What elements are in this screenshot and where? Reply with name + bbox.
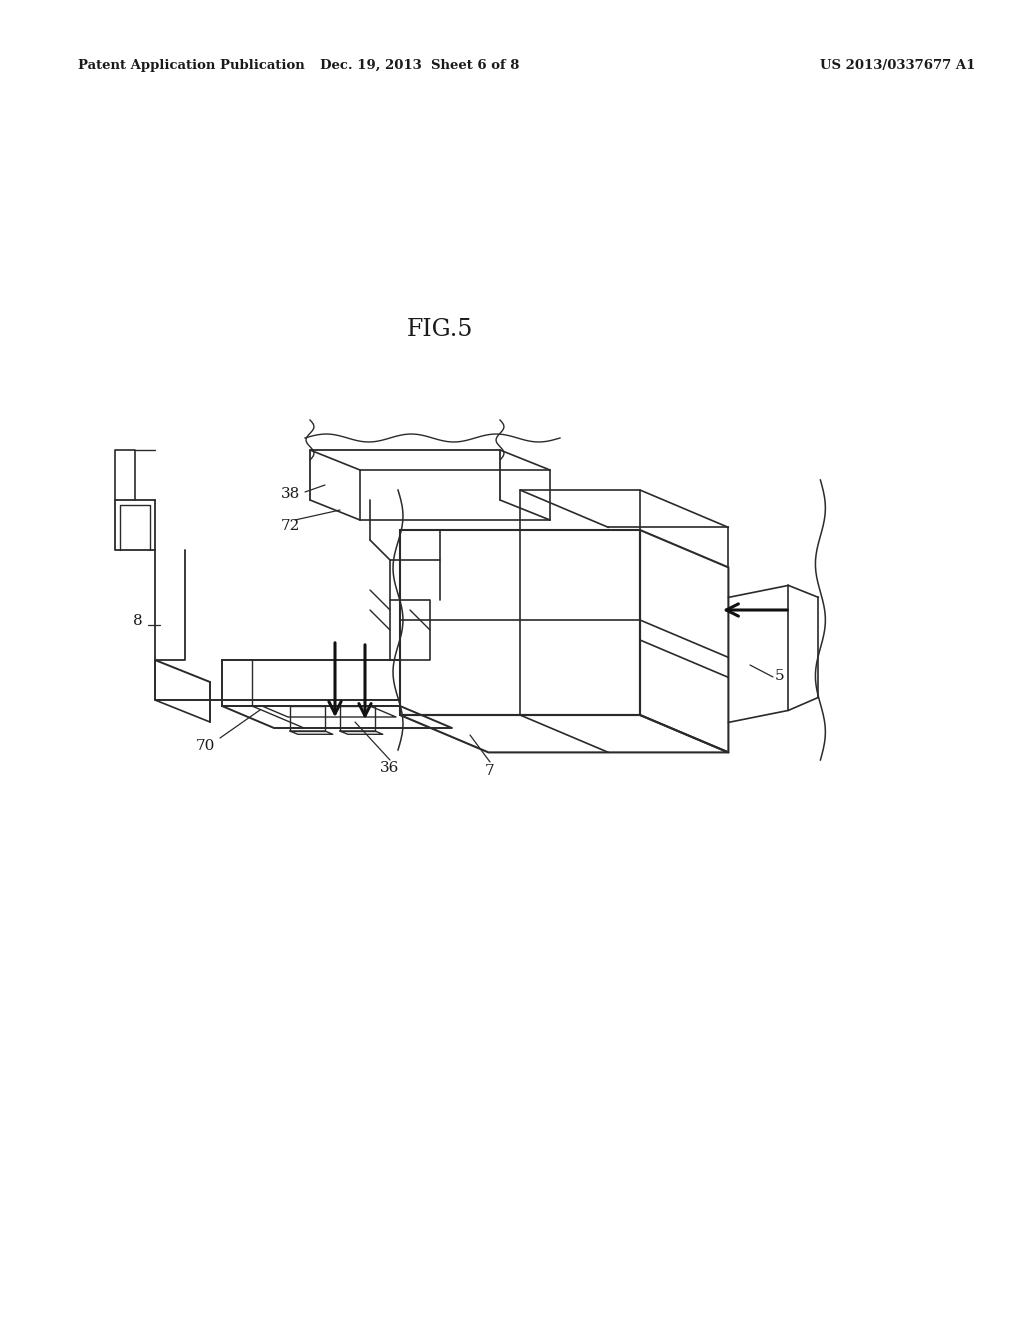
Text: Patent Application Publication: Patent Application Publication bbox=[78, 58, 305, 71]
Text: 7: 7 bbox=[485, 764, 495, 777]
Text: 36: 36 bbox=[380, 762, 399, 775]
Text: US 2013/0337677 A1: US 2013/0337677 A1 bbox=[820, 58, 976, 71]
Text: 72: 72 bbox=[281, 519, 300, 533]
Text: FIG.5: FIG.5 bbox=[407, 318, 473, 342]
Text: 70: 70 bbox=[196, 739, 215, 752]
Text: 8: 8 bbox=[133, 614, 143, 628]
Text: Dec. 19, 2013  Sheet 6 of 8: Dec. 19, 2013 Sheet 6 of 8 bbox=[321, 58, 520, 71]
Text: 38: 38 bbox=[281, 487, 300, 502]
Text: 5: 5 bbox=[775, 669, 784, 682]
